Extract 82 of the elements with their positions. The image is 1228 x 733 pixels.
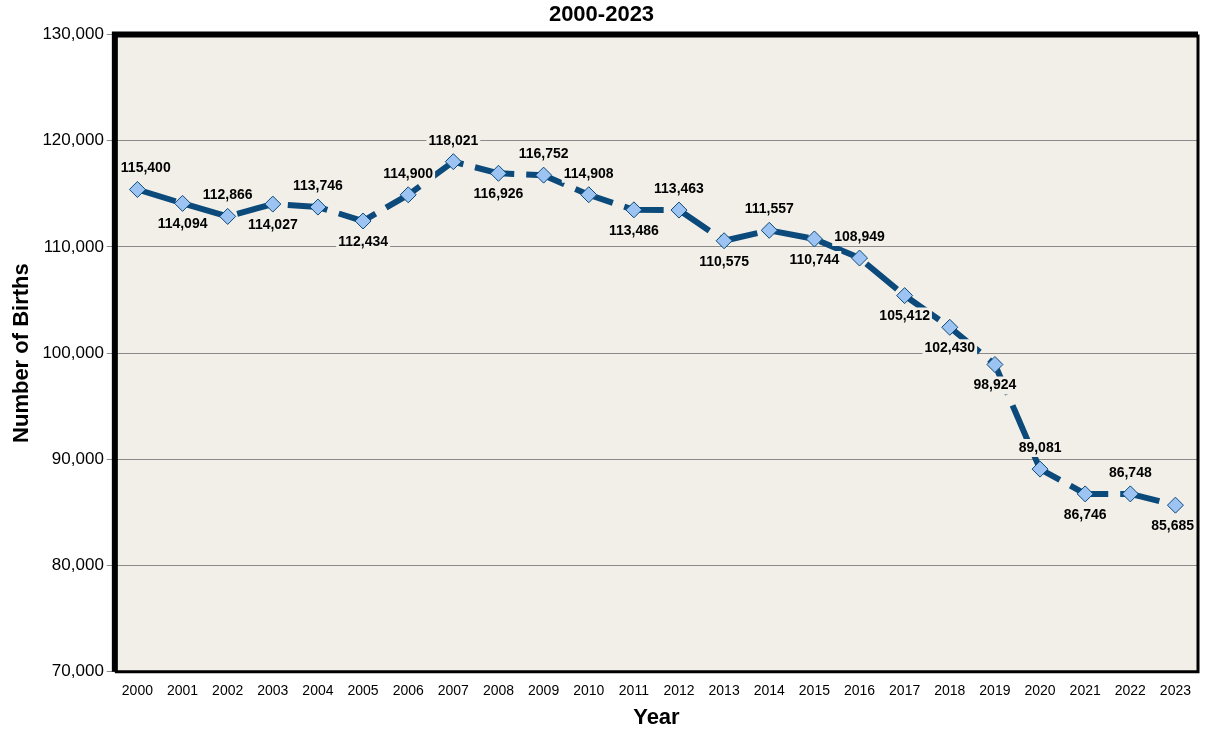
data-label: 105,412 xyxy=(879,307,931,324)
data-label: 113,746 xyxy=(293,176,344,193)
x-tick-label: 2012 xyxy=(663,682,695,699)
x-tick-label: 2011 xyxy=(618,682,650,699)
point xyxy=(309,198,327,216)
x-tick-label: 2009 xyxy=(528,682,560,699)
data-label: 98,924 xyxy=(973,376,1017,393)
point xyxy=(399,186,417,204)
x-tick-label: 2022 xyxy=(1114,682,1147,699)
point xyxy=(1076,485,1094,503)
point xyxy=(625,201,643,219)
data-label: 114,027 xyxy=(247,215,298,232)
y-tick-label: 130,000 xyxy=(42,24,104,44)
data-label: 108,949 xyxy=(834,227,886,244)
data-label: 113,486 xyxy=(608,221,659,238)
point xyxy=(1121,485,1139,503)
data-label: 115,400 xyxy=(120,159,171,176)
data-label: 114,900 xyxy=(383,164,434,181)
y-axis-title: Number of Births xyxy=(8,263,34,443)
x-tick-label: 2019 xyxy=(979,682,1011,699)
x-tick-label: 2000 xyxy=(121,682,154,699)
data-label: 102,430 xyxy=(924,339,976,356)
x-tick-label: 2004 xyxy=(302,682,334,699)
x-tick-label: 2005 xyxy=(347,682,379,699)
y-tick-label: 110,000 xyxy=(43,236,104,256)
x-tick-label: 2001 xyxy=(166,682,199,699)
data-label: 110,575 xyxy=(699,252,750,269)
x-tick-label: 2013 xyxy=(708,682,740,699)
point xyxy=(1166,496,1184,514)
x-tick-label: 2002 xyxy=(212,682,244,699)
y-tick-label: 70,000 xyxy=(51,661,104,681)
point xyxy=(851,249,869,267)
x-tick-label: 2017 xyxy=(889,682,921,699)
point xyxy=(444,153,462,171)
data-label: 110,744 xyxy=(789,250,840,267)
data-label: 89,081 xyxy=(1018,438,1062,455)
y-tick-label: 100,000 xyxy=(42,342,104,362)
point xyxy=(986,356,1004,374)
y-tick-label: 80,000 xyxy=(51,555,104,575)
point xyxy=(264,195,282,213)
point xyxy=(760,221,778,239)
x-tick-label: 2021 xyxy=(1069,682,1101,699)
y-tick-label: 120,000 xyxy=(42,130,104,150)
x-tick-label: 2006 xyxy=(392,682,424,699)
data-label: 85,685 xyxy=(1151,517,1195,534)
point xyxy=(715,232,733,250)
point xyxy=(580,186,598,204)
chart-title: 2000-2023 xyxy=(548,1,655,27)
point xyxy=(670,201,688,219)
data-label: 111,557 xyxy=(744,200,794,217)
x-tick-label: 2010 xyxy=(573,682,605,699)
data-label: 114,094 xyxy=(157,215,208,232)
point xyxy=(805,230,823,248)
x-axis-title: Year xyxy=(633,703,681,729)
point xyxy=(1031,460,1049,478)
data-label: 112,434 xyxy=(338,232,389,249)
data-label: 86,748 xyxy=(1108,463,1152,480)
x-tick-label: 2007 xyxy=(437,682,470,699)
point xyxy=(174,194,192,212)
point xyxy=(489,164,507,182)
data-label: 118,021 xyxy=(428,131,479,148)
point xyxy=(896,287,914,305)
x-tick-label: 2003 xyxy=(257,682,289,699)
x-tick-label: 2023 xyxy=(1159,682,1192,699)
data-label: 116,926 xyxy=(473,185,524,202)
point xyxy=(219,207,237,225)
data-label: 116,752 xyxy=(518,145,569,161)
data-label: 112,866 xyxy=(202,186,253,203)
x-tick-label: 2015 xyxy=(798,682,831,699)
data-label: 113,463 xyxy=(654,179,705,196)
x-tick-label: 2008 xyxy=(482,682,515,699)
point xyxy=(535,166,553,184)
point xyxy=(354,212,372,230)
data-label: 114,908 xyxy=(563,164,614,181)
x-tick-label: 2016 xyxy=(843,682,876,699)
x-tick-label: 2014 xyxy=(753,682,786,699)
y-tick-label: 90,000 xyxy=(51,449,104,469)
point xyxy=(128,181,146,198)
data-label: 86,746 xyxy=(1063,505,1107,522)
x-tick-label: 2020 xyxy=(1024,682,1056,699)
point xyxy=(941,318,959,336)
x-tick-label: 2018 xyxy=(934,682,966,699)
